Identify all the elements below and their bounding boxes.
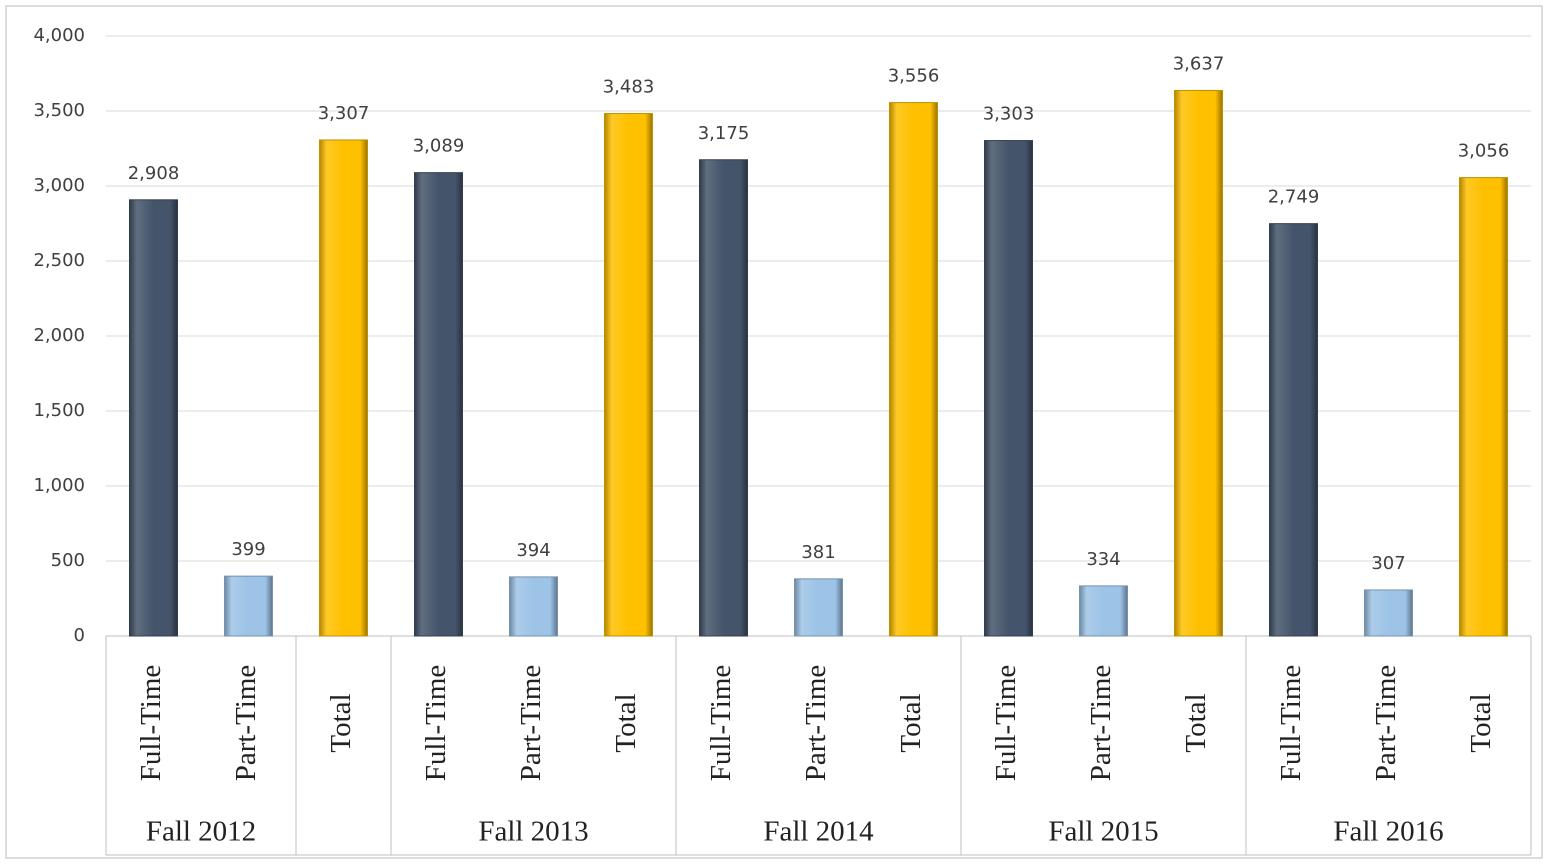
value-label: 394 [516,540,550,561]
bar [1269,223,1318,637]
y-tick-label: 4,000 [33,25,85,46]
x-tick-label: Part-Time [1370,665,1402,782]
bar [1364,589,1413,637]
value-label: 3,483 [603,77,655,98]
x-tick-label: Full-Time [420,665,452,782]
value-label: 3,089 [413,136,465,157]
bar [889,102,938,637]
bar [984,140,1033,637]
x-tick-label: Total [1180,693,1212,752]
bar [794,578,843,637]
x-tick-label: Total [895,693,927,752]
bar [129,199,178,637]
value-label: 3,175 [698,123,750,144]
value-label: 3,307 [318,103,370,124]
y-tick-label: 2,500 [33,250,85,271]
value-label: 3,556 [888,66,940,87]
value-label: 3,056 [1458,141,1510,162]
x-tick-label: Full-Time [990,665,1022,782]
y-tick-label: 500 [51,550,85,571]
y-tick-label: 1,500 [33,400,85,421]
x-tick-label: Full-Time [705,665,737,782]
x-tick-label: Part-Time [800,665,832,782]
x-tick-label: Part-Time [230,665,262,782]
bar [1459,177,1508,637]
group-label: Fall 2016 [1333,816,1443,848]
x-tick-label: Total [325,693,357,752]
value-label: 399 [231,539,265,560]
value-label: 3,637 [1173,53,1225,74]
x-tick-label: Full-Time [135,665,167,782]
bar [414,172,463,637]
group-label: Fall 2015 [1048,816,1158,848]
x-tick-label: Part-Time [1085,665,1117,782]
bar [509,576,558,637]
bar [224,575,273,637]
x-tick-label: Part-Time [515,665,547,782]
group-label: Fall 2013 [478,816,588,848]
y-tick-label: 1,000 [33,475,85,496]
x-tick-label: Full-Time [1275,665,1307,782]
group-label: Fall 2012 [146,816,256,848]
bar [1079,585,1128,637]
value-label: 2,749 [1268,187,1320,208]
bar [699,159,748,637]
bar [319,139,368,637]
bar [1174,89,1223,637]
group-label: Fall 2014 [763,816,874,848]
x-tick-label: Total [1465,693,1497,752]
value-label: 334 [1086,549,1120,570]
x-tick-label: Total [610,693,642,752]
value-label: 307 [1371,553,1405,574]
bar [604,113,653,637]
value-label: 381 [801,542,835,563]
y-tick-label: 3,500 [33,100,85,121]
y-tick-label: 2,000 [33,325,85,346]
y-tick-label: 3,000 [33,175,85,196]
value-label: 2,908 [128,163,180,184]
y-tick-label: 0 [74,625,85,646]
value-label: 3,303 [983,104,1035,125]
